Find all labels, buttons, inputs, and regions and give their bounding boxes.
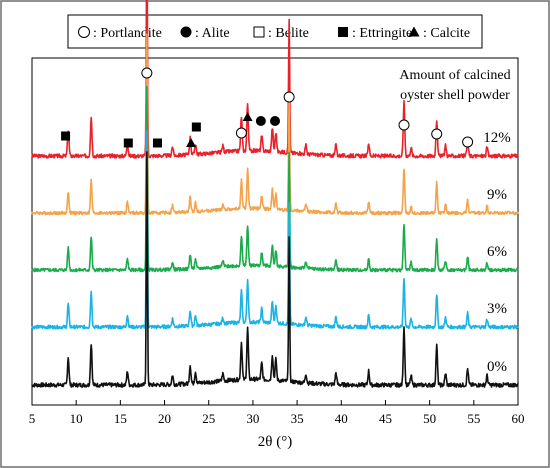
marker-portlandite: [462, 136, 474, 148]
legend-item-alite: : Alite: [180, 26, 230, 41]
x-tick-label: 25: [202, 411, 215, 426]
x-tick-label: 55: [467, 411, 480, 426]
legend-symbol-open-square: [253, 26, 265, 38]
legend-label: : Alite: [195, 26, 230, 41]
marker-portlandite: [398, 119, 410, 131]
series-label: 6%: [487, 244, 507, 260]
marker-portlandite: [235, 127, 247, 139]
x-axis-label: 2θ (°): [258, 434, 292, 450]
legend-item-calcite: : Calcite: [408, 26, 470, 41]
x-tick-label: 35: [291, 411, 304, 426]
legend-items: : Portlandite: Alite: Belite: Ettringite…: [78, 26, 470, 41]
marker-ettringite: [191, 122, 201, 132]
legend-label: : Calcite: [423, 26, 470, 41]
marker-calcite: [242, 112, 253, 122]
x-tick-label: 60: [512, 411, 525, 426]
x-tick-label: 10: [70, 411, 83, 426]
legend-symbol-filled-circle: [180, 26, 192, 38]
series-layer: 12% 9% 6% 3% 0%: [31, 0, 519, 388]
series-line-9pct: [31, 33, 519, 216]
marker-ettringite: [61, 131, 71, 141]
series-line-12pct: [31, 0, 519, 159]
x-tick-label: 5: [29, 411, 36, 426]
legend-label: : Ettringite: [352, 26, 412, 41]
marker-portlandite: [141, 67, 153, 79]
marker-ettringite: [123, 138, 133, 148]
legend: : Portlandite: Alite: Belite: Ettringite…: [67, 14, 483, 49]
plot-frame: [31, 57, 519, 406]
x-tick-label: 20: [158, 411, 171, 426]
marker-calcite: [186, 138, 197, 148]
legend-symbol-open-circle: [78, 26, 90, 38]
legend-symbol-filled-triangle: [408, 26, 420, 37]
series-label: 9%: [487, 187, 507, 203]
series-label: 0%: [487, 359, 507, 375]
annotation-title-line2: oyster shell powder: [400, 88, 510, 103]
x-axis: 5 10 15 20 25 30 35 40 45 50 55 60: [29, 400, 525, 426]
marker-alite: [255, 116, 266, 126]
x-tick-label: 45: [379, 411, 392, 426]
series-label: 12%: [483, 130, 511, 146]
legend-item-portlandite: : Portlandite: [78, 26, 162, 41]
legend-label: : Portlandite: [93, 26, 162, 41]
series-line-3pct: [31, 129, 519, 330]
annotation-title-line1: Amount of calcined: [399, 68, 510, 83]
series-line-0pct: [31, 151, 519, 388]
marker-portlandite: [283, 91, 295, 103]
x-tick-label: 40: [335, 411, 348, 426]
marker-alite: [270, 116, 280, 126]
phase-marker-layer: [61, 67, 474, 148]
marker-portlandite: [431, 128, 443, 140]
series-label: 3%: [487, 301, 507, 317]
x-tick-label: 50: [423, 411, 436, 426]
legend-symbol-filled-square: [338, 27, 348, 37]
x-tick-label: 30: [246, 411, 259, 426]
series-line-6pct: [31, 85, 519, 273]
marker-ettringite: [152, 138, 162, 148]
x-tick-label: 15: [114, 411, 127, 426]
legend-item-ettringite: : Ettringite: [338, 26, 412, 41]
